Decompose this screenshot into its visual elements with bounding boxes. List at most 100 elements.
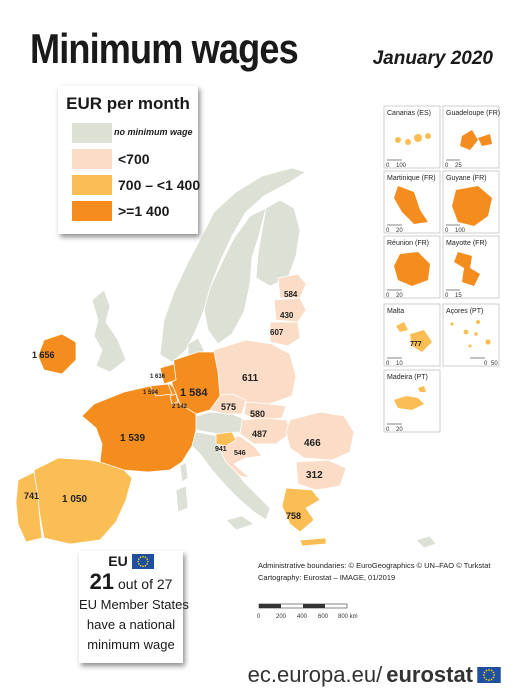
svg-text:0: 0 bbox=[386, 361, 390, 367]
inset-martinique: Martinique (FR) 0 20 bbox=[383, 170, 441, 234]
inset-guadeloupe: Guadeloupe (FR) 0 25 bbox=[442, 105, 500, 169]
value-label-germany: 1 584 bbox=[180, 387, 208, 399]
svg-text:15: 15 bbox=[455, 293, 462, 299]
value-label-malta: 777 bbox=[410, 341, 422, 348]
svg-text:Canarias (ES): Canarias (ES) bbox=[387, 110, 431, 117]
footer-brand: eurostat bbox=[386, 662, 473, 687]
value-labels: 1 656 1 636 1 594 2 142 1 584 1 539 1 05… bbox=[24, 290, 323, 521]
legend-swatch bbox=[72, 175, 112, 195]
scale-tick-200: 200 bbox=[276, 614, 287, 620]
austria-shape bbox=[189, 411, 247, 435]
svg-text:10: 10 bbox=[396, 361, 403, 367]
cyprus-shape bbox=[415, 535, 437, 549]
member-states-box: EU 21 out of 27 EU Member States have a … bbox=[79, 551, 189, 663]
belgium-shape bbox=[149, 383, 173, 397]
band-700-1400 bbox=[15, 431, 327, 547]
legend-label: >=1 400 bbox=[118, 203, 170, 219]
luxembourg-shape bbox=[169, 393, 179, 405]
page-title: Minimum wages bbox=[30, 25, 299, 72]
value-label-france: 1 539 bbox=[120, 433, 145, 444]
svg-text:Guyane (FR): Guyane (FR) bbox=[446, 175, 486, 182]
value-label-netherlands: 1 636 bbox=[150, 374, 166, 380]
svg-text:0: 0 bbox=[386, 293, 390, 299]
svg-text:20: 20 bbox=[396, 293, 403, 299]
inset-malta: Malta 777 0 10 bbox=[383, 303, 441, 367]
legend-label: no minimum wage bbox=[114, 127, 193, 137]
value-label-estonia: 584 bbox=[284, 290, 298, 299]
svg-text:Martinique (FR): Martinique (FR) bbox=[387, 175, 436, 182]
ireland-shape bbox=[37, 333, 77, 375]
legend-title: EUR per month bbox=[66, 94, 190, 113]
legend-item-over-1400: >=1 400 bbox=[58, 200, 198, 222]
svg-text:0: 0 bbox=[445, 293, 449, 299]
slovakia-shape bbox=[243, 401, 287, 421]
netherlands-shape bbox=[159, 363, 177, 385]
inset-mayotte: Mayotte (FR) 0 15 bbox=[442, 235, 500, 299]
svg-text:Açores (PT): Açores (PT) bbox=[446, 308, 483, 315]
svg-text:100: 100 bbox=[396, 163, 407, 169]
svg-text:0: 0 bbox=[484, 361, 488, 367]
svg-text:0: 0 bbox=[445, 228, 449, 234]
scale-tick-800: 800 km bbox=[338, 614, 358, 620]
inset-guyane: Guyane (FR) 0 100 bbox=[442, 170, 500, 234]
sweden-shape bbox=[203, 207, 267, 345]
cartography-credit: Cartography: Eurostat – IMAGE, 01/2019 bbox=[258, 573, 396, 582]
corsica-shape bbox=[179, 461, 189, 483]
scale-tick-600: 600 bbox=[318, 614, 329, 620]
member-states-count: 21 out of 27 bbox=[79, 569, 183, 595]
svg-text:Guadeloupe (FR): Guadeloupe (FR) bbox=[446, 110, 500, 117]
romania-shape bbox=[285, 411, 355, 461]
svg-text:Madeira (PT): Madeira (PT) bbox=[387, 374, 428, 381]
svg-text:Réunion (FR): Réunion (FR) bbox=[387, 240, 429, 247]
greece-shape bbox=[281, 487, 321, 533]
legend-swatch bbox=[72, 149, 112, 169]
map-credits: Administrative boundaries: © EuroGeograp… bbox=[258, 560, 491, 584]
value-label-latvia: 430 bbox=[280, 311, 294, 320]
footer-link[interactable]: ec.europa.eu/eurostat bbox=[248, 662, 501, 688]
inset-madeira: Madeira (PT) 0 20 bbox=[383, 369, 441, 433]
footer-domain: ec.europa.eu/ bbox=[247, 662, 383, 687]
legend-swatch bbox=[72, 201, 112, 221]
inset-reunion: Réunion (FR) 0 20 bbox=[383, 235, 441, 299]
boundaries-credit: Administrative boundaries: © EuroGeograp… bbox=[258, 561, 491, 570]
svg-text:25: 25 bbox=[455, 163, 462, 169]
band-under-700 bbox=[207, 273, 355, 491]
value-label-luxembourg: 2 142 bbox=[172, 404, 188, 410]
legend-item-under-700: <700 bbox=[58, 148, 198, 170]
member-states-line3: minimum wage bbox=[87, 637, 175, 652]
crete-shape bbox=[299, 537, 327, 547]
slovenia-shape bbox=[215, 431, 237, 447]
estonia-shape bbox=[277, 273, 307, 299]
value-label-slovakia: 580 bbox=[250, 409, 265, 419]
eu-label: EU bbox=[108, 553, 128, 569]
legend-swatch bbox=[72, 123, 112, 143]
value-label-hungary: 487 bbox=[252, 429, 267, 439]
value-label-slovenia: 941 bbox=[215, 446, 227, 453]
scale-tick-400: 400 bbox=[297, 614, 308, 620]
norway-shape bbox=[159, 167, 307, 363]
member-states-line2: have a national bbox=[86, 617, 176, 632]
value-label-belgium: 1 594 bbox=[143, 390, 159, 396]
lithuania-shape bbox=[269, 321, 301, 347]
svg-text:20: 20 bbox=[396, 228, 403, 234]
value-label-poland: 611 bbox=[242, 373, 259, 384]
hungary-shape bbox=[239, 417, 293, 445]
svg-text:20: 20 bbox=[396, 427, 403, 433]
inset-canarias: Canarias (ES) 0 100 bbox=[383, 105, 441, 169]
svg-text:50: 50 bbox=[491, 361, 498, 367]
date-label: January 2020 bbox=[372, 48, 493, 69]
croatia-shape bbox=[217, 435, 263, 479]
bulgaria-shape bbox=[295, 459, 347, 491]
value-label-greece: 758 bbox=[286, 511, 301, 521]
value-label-romania: 466 bbox=[304, 438, 321, 449]
svg-text:0: 0 bbox=[386, 427, 390, 433]
value-label-lithuania: 607 bbox=[270, 328, 284, 337]
svg-text:0: 0 bbox=[386, 163, 390, 169]
uk-shape bbox=[91, 289, 127, 373]
portugal-shape bbox=[15, 471, 43, 543]
scale-bar: 0 200 400 600 800 km bbox=[257, 603, 358, 620]
legend-item-700-1400: 700 – <1 400 bbox=[58, 174, 200, 196]
legend-item-no-minimum: no minimum wage bbox=[58, 122, 198, 144]
latvia-shape bbox=[273, 297, 307, 323]
